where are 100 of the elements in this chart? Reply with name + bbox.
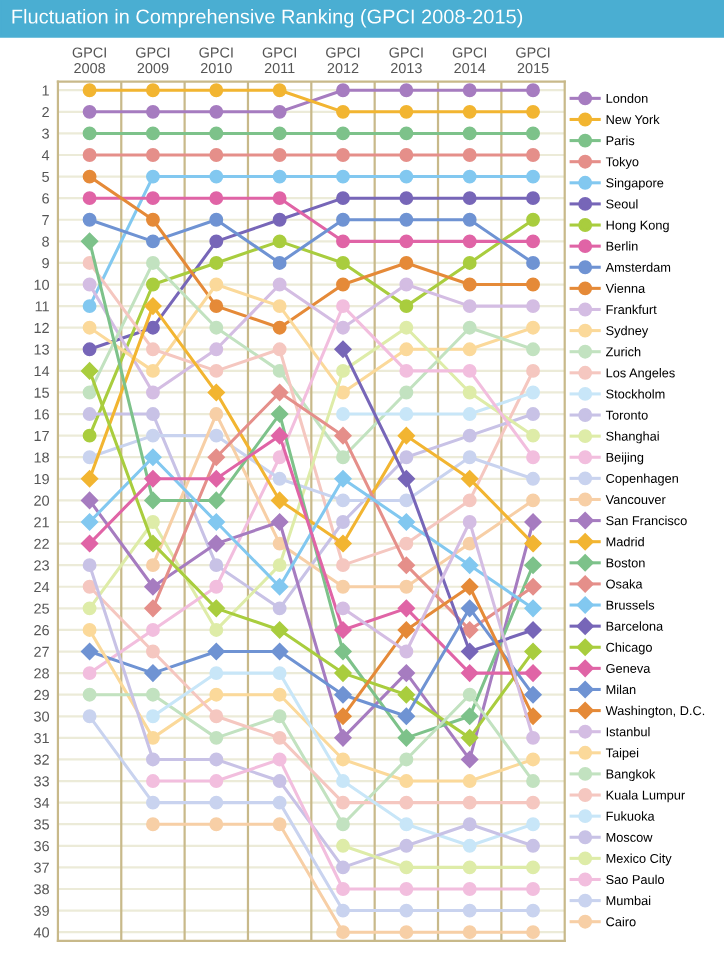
- point: [526, 903, 540, 918]
- point: [336, 407, 350, 421]
- point: [146, 428, 160, 443]
- point: [336, 903, 350, 918]
- point: [526, 148, 540, 162]
- point: [144, 297, 162, 315]
- point: [209, 666, 224, 681]
- point: [526, 385, 540, 400]
- point: [82, 83, 97, 98]
- point: [462, 148, 477, 162]
- point: [462, 255, 477, 270]
- point: [144, 448, 162, 466]
- point: [209, 428, 224, 443]
- point: [399, 83, 414, 98]
- point: [399, 774, 414, 788]
- point: [81, 232, 99, 250]
- point: [524, 535, 542, 553]
- point: [526, 752, 540, 767]
- point: [82, 342, 97, 357]
- point: [524, 621, 542, 639]
- point: [526, 320, 540, 335]
- point: [524, 556, 542, 574]
- point: [209, 709, 224, 724]
- point: [526, 212, 540, 227]
- point: [82, 558, 97, 573]
- point: [209, 730, 224, 745]
- point: [336, 515, 350, 529]
- point: [336, 363, 350, 378]
- point: [336, 148, 350, 162]
- point: [336, 493, 350, 508]
- point: [207, 448, 225, 466]
- point: [399, 493, 414, 508]
- point: [462, 212, 477, 227]
- point: [146, 342, 160, 357]
- point: [462, 407, 477, 421]
- point: [462, 299, 477, 314]
- point: [336, 558, 350, 573]
- point: [399, 860, 414, 875]
- point: [272, 536, 287, 551]
- point: [146, 148, 160, 162]
- point: [526, 83, 540, 98]
- point: [462, 925, 477, 940]
- point: [82, 126, 97, 141]
- point: [526, 428, 540, 443]
- point: [272, 212, 287, 227]
- point: [209, 212, 224, 227]
- point: [336, 212, 350, 227]
- point: [144, 578, 162, 596]
- point: [82, 579, 97, 594]
- point: [81, 470, 99, 488]
- point: [82, 407, 97, 421]
- point: [82, 709, 97, 724]
- point: [399, 817, 414, 832]
- point: [209, 363, 224, 378]
- point: [209, 795, 224, 810]
- point: [82, 212, 97, 227]
- point: [526, 774, 540, 788]
- point: [526, 838, 540, 853]
- point: [209, 169, 224, 184]
- point: [272, 666, 287, 681]
- point: [399, 579, 414, 594]
- point: [524, 643, 542, 660]
- point: [146, 104, 160, 119]
- point: [397, 729, 415, 747]
- point: [524, 578, 542, 596]
- point: [336, 320, 350, 335]
- point: [526, 299, 540, 314]
- point: [82, 450, 97, 465]
- point: [272, 169, 287, 184]
- point: [462, 320, 477, 335]
- point: [271, 513, 289, 531]
- point: [399, 104, 414, 119]
- point: [144, 470, 162, 488]
- point: [336, 925, 350, 940]
- point: [209, 104, 224, 119]
- point: [334, 621, 352, 639]
- point: [209, 126, 224, 141]
- point: [397, 707, 415, 725]
- point: [82, 169, 97, 184]
- point: [526, 255, 540, 270]
- point: [146, 363, 160, 378]
- point: [526, 277, 540, 292]
- point: [336, 191, 350, 206]
- point: [207, 470, 225, 488]
- point: [336, 795, 350, 810]
- point: [336, 882, 350, 896]
- point: [144, 535, 162, 553]
- point: [399, 795, 414, 810]
- point: [207, 643, 225, 660]
- point: [526, 450, 540, 465]
- point: [146, 817, 160, 832]
- point: [207, 535, 225, 553]
- point: [144, 599, 162, 617]
- point: [272, 774, 287, 788]
- point: [336, 255, 350, 270]
- point: [526, 234, 540, 249]
- point: [336, 126, 350, 141]
- point: [82, 601, 97, 616]
- point: [462, 234, 477, 249]
- point: [462, 342, 477, 357]
